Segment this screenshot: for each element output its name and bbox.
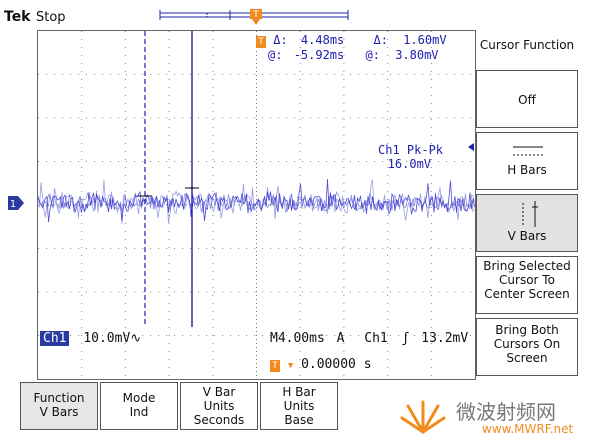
measurement-value: 16.0mV [387, 157, 432, 171]
graticule [38, 31, 475, 379]
watermark-logo-icon [400, 400, 446, 434]
hbar-units-button[interactable]: H Bar Units Base [260, 382, 338, 430]
timebase-value: M4.00ms [270, 331, 325, 346]
hbar-units-value: Base [284, 413, 314, 427]
trigger-mode: A [336, 331, 345, 346]
cursor-readout: T Δ: 4.48ms Δ: 1.60mV [256, 33, 447, 48]
vbar-units-value: Seconds [193, 413, 245, 427]
delta-volt-value: 1.60mV [403, 33, 447, 47]
hbars-icon [513, 146, 543, 156]
at-volt-label: @: [365, 48, 380, 62]
delta-time-label: Δ: [273, 33, 288, 47]
at-volt-value: 3.80mV [395, 48, 439, 62]
cursor-vbars-button[interactable]: V Bars [476, 194, 578, 252]
bring-selected-cursor-button[interactable]: Bring Selected Cursor To Center Screen [476, 256, 578, 314]
delta-time-value: 4.48ms [300, 33, 345, 47]
measurement-arrow-icon [468, 143, 474, 151]
ch1-waveform-trace [38, 179, 475, 225]
channel-readout: Ch1 10.0mV∿ [40, 331, 141, 346]
vbar-units-label-2: Units [203, 399, 235, 413]
trigger-t-icon: T [256, 36, 266, 48]
svg-text:T: T [252, 10, 259, 20]
cursor-off-button[interactable]: Off [476, 70, 578, 128]
timebase-readout: M4.00ms A Ch1 ʃ 13.2mV [270, 331, 468, 346]
ch1-badge: Ch1 [40, 331, 70, 346]
svg-text:1: 1 [10, 199, 16, 210]
mode-value: Ind [129, 405, 149, 419]
trigger-channel: Ch1 [364, 331, 388, 346]
watermark: 微波射频网 www.MWRF.net [398, 394, 598, 440]
top-status-bar: Tek Stop T [0, 0, 601, 30]
at-time-label: @: [268, 48, 283, 62]
function-label: Function [33, 391, 85, 405]
cursor-vbars-label: V Bars [507, 229, 547, 243]
measurement-label: Ch1 Pk-Pk [378, 143, 444, 157]
function-value: V Bars [39, 405, 79, 419]
delta-volt-label: Δ: [373, 33, 388, 47]
watermark-text-cn: 微波射频网 [456, 400, 556, 424]
mode-button[interactable]: Mode Ind [100, 382, 178, 430]
at-time-value: -5.92ms [293, 48, 345, 62]
cursor-hbars-label: H Bars [507, 163, 547, 177]
brand-label: Tek [4, 9, 31, 25]
cursor-function-title: Cursor Function [479, 38, 575, 52]
acquisition-status: Stop [36, 10, 66, 25]
hbar-units-label-2: Units [283, 399, 315, 413]
measurement-readout: Ch1 Pk-Pk 16.0mV [378, 143, 443, 171]
vbar-units-button[interactable]: V Bar Units Seconds [180, 382, 258, 430]
cursor-hbars-button[interactable]: H Bars [476, 132, 578, 190]
hbar-units-label-1: H Bar [282, 385, 316, 399]
vbar-units-label-1: V Bar [202, 385, 236, 399]
cursor-menu: Cursor Function Off H Bars V Bars Bring … [476, 30, 578, 378]
trigger-level: 13.2mV [421, 331, 469, 346]
waveform-display[interactable]: T Δ: 4.48ms Δ: 1.60mV @: -5.92ms @: 3.80… [37, 30, 476, 380]
trigger-position-readout: T ▼ 0.00000 s [270, 357, 372, 372]
bring-both-cursors-label: Bring Both Cursors On Screen [493, 323, 561, 365]
function-vbars-button[interactable]: Function V Bars [20, 382, 98, 430]
trigger-slope-icon: ʃ [401, 331, 410, 346]
ch1-scale: 10.0mV∿ [83, 331, 142, 346]
vbars-icon [522, 201, 538, 227]
bottom-menu: Function V Bars Mode Ind V Bar Units Sec… [0, 380, 601, 448]
cursor-readout-at: @: -5.92ms @: 3.80mV [268, 48, 439, 62]
trigger-position-icon: T [270, 360, 280, 372]
ch1-ground-marker[interactable]: 1 [8, 196, 38, 210]
trigger-position-value: 0.00000 s [301, 357, 372, 372]
record-position-indicator: T [159, 9, 349, 25]
cursor-off-label: Off [518, 93, 536, 107]
watermark-url: www.MWRF.net [482, 422, 574, 436]
mode-label: Mode [122, 391, 156, 405]
trigger-arrow-icon: ▼ [287, 361, 294, 371]
bring-both-cursors-button[interactable]: Bring Both Cursors On Screen [476, 318, 578, 376]
bring-selected-cursor-label: Bring Selected Cursor To Center Screen [483, 259, 571, 301]
